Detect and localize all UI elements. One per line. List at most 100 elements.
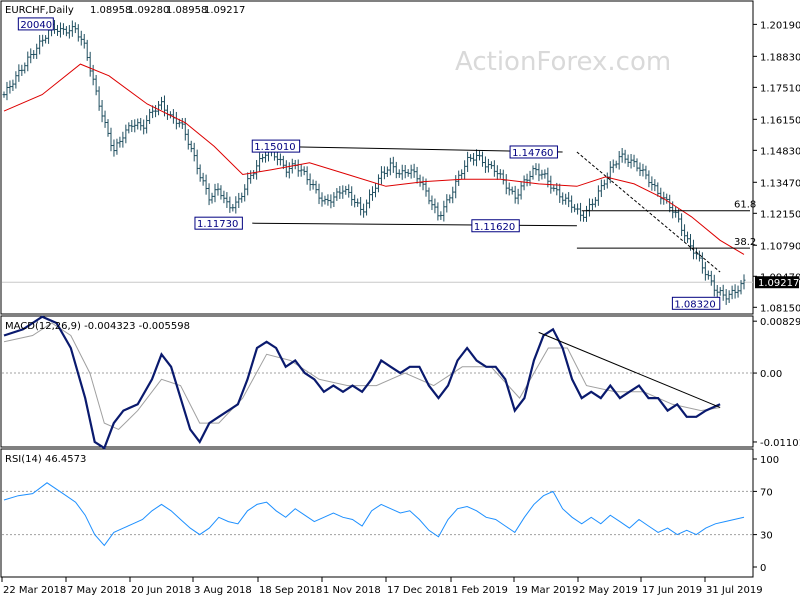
ohlc-bar — [201, 172, 205, 186]
ohlc-bar — [573, 204, 577, 213]
rsi-grid — [2, 490, 753, 536]
ohlc-bar — [32, 50, 36, 59]
rsi-tick-label: 0 — [760, 563, 766, 574]
ohlc-bar — [11, 79, 15, 92]
ohlc-bar — [112, 139, 116, 157]
ohlc-bar — [67, 25, 71, 39]
x-tick-label: 19 Mar 2019 — [515, 585, 578, 596]
ohlc-bar — [469, 154, 473, 162]
ohlc-bar — [284, 160, 288, 178]
x-tick-label: 22 Mar 2018 — [3, 585, 66, 596]
ohlc-bar — [421, 176, 425, 191]
x-tick-label: 20 Jun 2018 — [131, 585, 191, 596]
ohlc-bar — [326, 194, 330, 206]
ohlc-bar — [207, 183, 211, 206]
ohlc-bar — [638, 162, 642, 177]
x-tick-label: 31 Jul 2019 — [706, 585, 763, 596]
macd-line — [3, 315, 721, 450]
ohlc-bar — [703, 261, 707, 281]
ohlc-bar — [365, 199, 369, 216]
ohlc-bar — [602, 179, 606, 190]
ohlc-bar — [133, 119, 137, 133]
macd-panel-frame — [0, 315, 754, 448]
ohlc-bar — [721, 284, 725, 301]
ohlc-bar — [727, 290, 731, 303]
price-label: 1.11730 — [194, 216, 243, 230]
price-tick-label: 1.13470 — [760, 178, 800, 189]
x-tick-label: 17 Jun 2019 — [642, 585, 702, 596]
macd-tick-label: 0.00 — [760, 369, 782, 380]
ohlc-bar — [736, 285, 740, 298]
ohlc-bar — [225, 192, 229, 208]
ohlc-bar — [186, 129, 190, 150]
price-tick-label: 1.08150 — [760, 303, 800, 314]
rsi-header: RSI(14) 46.4573 — [5, 454, 86, 465]
ohlc-bar — [400, 164, 404, 180]
ohlc-bar — [55, 24, 59, 36]
fib-level-label: 61.8 — [734, 200, 756, 211]
ohlc-bar — [489, 161, 493, 169]
ohlc-bar — [252, 170, 256, 180]
ohlc-bar — [623, 149, 627, 164]
ohlc-bar — [255, 160, 259, 180]
ohlc-bar — [332, 192, 336, 208]
ohlc-bar — [516, 188, 520, 205]
ohlc-bar — [430, 195, 434, 211]
ohlc-bar — [629, 153, 633, 169]
ohlc-bar — [406, 169, 410, 177]
price-label-box — [194, 216, 243, 230]
ohlc-bar — [198, 164, 202, 182]
ohlc-bar — [204, 174, 208, 195]
ohlc-bar — [433, 198, 437, 214]
ohlc-bar — [94, 74, 98, 96]
price-label-text: 1.11620 — [474, 222, 515, 233]
ohlc-bar — [674, 206, 678, 218]
ohlc-bar — [130, 120, 134, 133]
price-label-text: 1.11730 — [197, 219, 238, 230]
ohlc-bar — [620, 147, 624, 163]
ohlc-bar — [644, 165, 648, 180]
ohlc-bar — [148, 108, 152, 125]
ohlc-bar — [347, 184, 351, 198]
ohlc-open: 1.08958 — [90, 5, 131, 16]
ohlc-bar — [281, 155, 285, 170]
macd-tick-label: -0.011015 — [760, 438, 800, 449]
ohlc-bar — [543, 169, 547, 179]
ohlc-bar — [403, 164, 407, 179]
price-label-box — [509, 145, 558, 159]
ohlc-bar — [192, 142, 196, 162]
ohlc-bar — [85, 39, 89, 61]
price-label-text: 20040 — [20, 20, 52, 31]
dashed-trendline — [576, 151, 721, 273]
ohlc-bar — [492, 160, 496, 177]
ohlc-bar — [100, 99, 104, 123]
price-label-text: 1.08320 — [674, 299, 715, 310]
ohlc-bar — [160, 96, 164, 110]
ohlc-bar — [35, 43, 39, 59]
ohlc-bar — [483, 156, 487, 173]
price-label-box — [251, 139, 301, 153]
ohlc-bar — [151, 105, 155, 119]
price-tick-label: 1.12150 — [760, 209, 800, 220]
ohlc-bar — [397, 169, 401, 178]
ohlc-bar — [513, 185, 517, 204]
ohlc-bar — [582, 210, 586, 222]
ohlc-bar — [650, 176, 654, 191]
ohlc-bar — [394, 161, 398, 179]
ohlc-bar — [567, 192, 571, 208]
ohlc-bar — [448, 194, 452, 204]
price-tick-label: 1.18830 — [760, 52, 800, 63]
ohlc-bar — [694, 247, 698, 260]
ohlc-bar — [733, 284, 737, 299]
ohlc-bar — [498, 169, 502, 179]
ohlc-bar — [278, 153, 282, 166]
ohlc-bar — [38, 34, 42, 55]
ohlc-bar — [635, 158, 639, 172]
x-tick-label: 18 Sep 2018 — [259, 585, 322, 596]
ohlc-bar — [246, 172, 250, 196]
ohlc-bar — [463, 160, 467, 180]
ohlc-bar — [142, 119, 146, 135]
macd-signal-line — [3, 322, 721, 430]
ohlc-bar — [323, 195, 327, 205]
